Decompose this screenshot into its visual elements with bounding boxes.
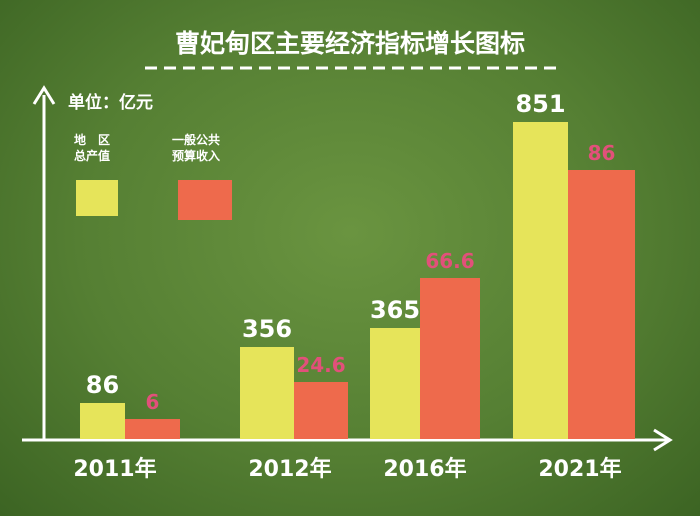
legend-a-line-2: 总产值: [74, 148, 110, 163]
bar-total-output-3: [513, 122, 568, 439]
category-label-0: 2011年: [73, 456, 156, 482]
bar-budget-revenue-1: [294, 382, 348, 439]
legend-b-swatch: [178, 180, 232, 220]
bar-budget-revenue-0: [125, 419, 180, 439]
legend-a-swatch: [76, 180, 118, 216]
category-label-3: 2021年: [538, 456, 621, 482]
legend-b-line-1: 一般公共: [172, 132, 220, 147]
legend: 地 区 总产值 一般公共 预算收入: [74, 132, 232, 220]
value-label-total-output-2: 365: [370, 296, 420, 324]
value-label-budget-revenue-2: 66.6: [425, 249, 474, 273]
value-label-total-output-3: 851: [515, 90, 565, 118]
bar-total-output-1: [240, 347, 294, 439]
category-label-2: 2016年: [383, 456, 466, 482]
x-axis-arrow: [653, 428, 673, 452]
bar-budget-revenue-3: [568, 170, 635, 439]
chart-title: 曹妃甸区主要经济指标增长图标: [175, 29, 525, 58]
unit-label: 单位：亿元: [68, 92, 153, 113]
bar-total-output-0: [80, 403, 125, 439]
legend-a-line-1: 地 区: [74, 132, 110, 147]
bar-total-output-2: [370, 328, 420, 439]
category-label-1: 2012年: [248, 456, 331, 482]
value-label-total-output-1: 356: [242, 315, 292, 343]
value-label-total-output-0: 86: [86, 371, 119, 399]
legend-b-line-2: 预算收入: [172, 148, 220, 163]
bar-budget-revenue-2: [420, 278, 480, 439]
value-label-budget-revenue-0: 6: [146, 390, 160, 414]
value-label-budget-revenue-3: 86: [588, 141, 616, 165]
value-label-budget-revenue-1: 24.6: [296, 353, 345, 377]
y-axis-arrow: [32, 85, 56, 105]
